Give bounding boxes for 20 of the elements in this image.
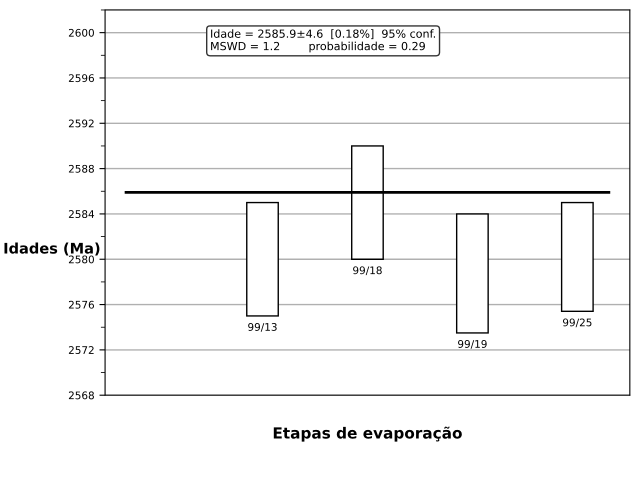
y-tick-label: 2600 (68, 28, 94, 37)
annotation: Idade = 2585.9±4.6 [0.18%] 95% conf. (211, 29, 435, 40)
x-tick-label: 99/19 (458, 340, 487, 349)
y-tick-label: 2584 (68, 210, 94, 218)
y-tick-label: 2580 (68, 255, 94, 264)
x-tick-label: 99/25 (563, 318, 592, 328)
y-tick-label: 2592 (68, 120, 94, 128)
x-tick-label: 99/13 (248, 323, 277, 332)
annotation: MSWD = 1.2 probabilidade = 0.29 (211, 42, 425, 52)
bar (456, 213, 489, 334)
y-tick-label: 2572 (68, 346, 94, 354)
x-tick-label: 99/18 (353, 266, 382, 276)
y-tick-label: 2568 (68, 391, 94, 400)
y-tick-label: 2576 (68, 300, 94, 309)
y-tick-label: 2596 (68, 74, 94, 82)
y-tick-label: 2588 (68, 164, 94, 173)
bar (560, 202, 594, 312)
x-axis-title: Etapas de evaporação (274, 426, 462, 442)
y-axis-title: Idades (Ma) (4, 242, 100, 256)
bar (246, 202, 279, 317)
